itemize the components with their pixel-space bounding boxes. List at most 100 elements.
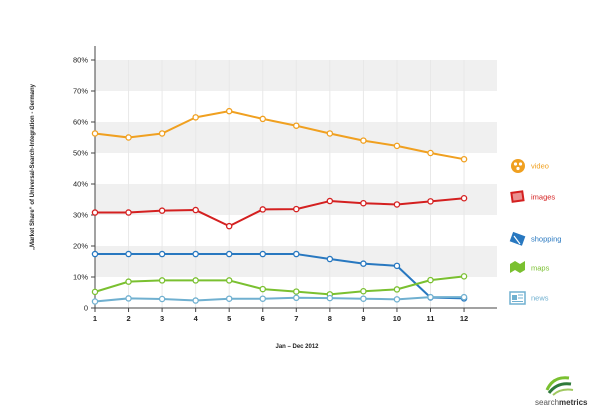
data-point-images <box>427 198 434 205</box>
brand-suffix: metrics <box>559 398 588 407</box>
x-tick-label: 7 <box>294 314 298 323</box>
data-point-video <box>460 155 468 163</box>
x-tick-label: 4 <box>194 314 199 323</box>
data-point-shopping <box>125 250 132 258</box>
legend-label-maps: maps <box>531 264 550 273</box>
y-axis-title: „Market Share“ of Universal-Search-Integ… <box>30 83 36 250</box>
data-point-images <box>91 209 99 216</box>
x-tick-label: 2 <box>126 314 130 323</box>
y-tick-label: 30% <box>73 211 88 220</box>
data-point-video <box>360 137 367 144</box>
data-point-maps <box>259 285 266 293</box>
data-point-images <box>326 197 334 205</box>
x-tick-label: 11 <box>427 314 435 323</box>
data-point-video <box>158 130 166 137</box>
data-point-shopping <box>360 260 367 267</box>
x-axis-title: Jan – Dec 2012 <box>275 344 319 350</box>
data-point-images <box>125 209 132 216</box>
x-tick-label: 1 <box>93 314 97 323</box>
data-point-shopping <box>259 250 266 258</box>
data-point-maps <box>393 286 401 293</box>
x-tick-label: 3 <box>160 314 164 323</box>
data-point-images <box>225 222 233 230</box>
grid-bands <box>94 60 497 308</box>
x-tick-label: 8 <box>328 314 332 323</box>
data-point-news <box>427 293 434 301</box>
data-point-news <box>125 295 132 302</box>
x-axis: 1 2 3 4 5 6 7 8 9 10 11 12 <box>93 307 497 323</box>
data-point-video <box>91 130 99 137</box>
data-point-maps <box>91 288 99 296</box>
data-point-news <box>259 295 266 302</box>
data-point-video <box>326 130 334 137</box>
shopping-icon <box>509 231 526 246</box>
data-point-images <box>158 207 166 214</box>
y-tick-label: 80% <box>73 56 88 65</box>
x-tick-label: 9 <box>361 314 365 323</box>
data-point-news <box>192 297 199 304</box>
data-point-news <box>360 295 367 302</box>
x-tick-label: 6 <box>261 314 265 323</box>
data-point-video <box>393 142 401 150</box>
brand-prefix: search <box>535 398 560 407</box>
data-point-maps <box>360 288 367 295</box>
y-axis: 0 10% 20% 30% 40% 50% 60% 70% 80% <box>73 46 96 313</box>
series-line-news <box>94 296 465 303</box>
legend-label-shopping: shopping <box>531 235 561 244</box>
data-point-news <box>393 296 401 303</box>
data-point-shopping <box>293 250 300 258</box>
y-tick-label: 50% <box>73 149 88 158</box>
data-point-shopping <box>91 250 99 258</box>
y-tick-label: 10% <box>73 273 88 282</box>
data-point-video <box>125 134 132 141</box>
series-line-shopping <box>95 253 465 300</box>
series-line-images <box>95 197 465 228</box>
y-tick-label: 20% <box>73 242 88 251</box>
x-tick-label: 12 <box>460 314 468 323</box>
data-point-shopping <box>326 255 334 263</box>
data-point-shopping <box>225 250 233 258</box>
maps-icon <box>510 261 525 273</box>
legend-label-news: news <box>531 294 549 303</box>
data-point-shopping <box>393 262 401 270</box>
data-point-video <box>225 107 233 115</box>
y-tick-label: 70% <box>73 87 88 96</box>
data-point-news <box>225 295 233 302</box>
video-icon <box>511 159 525 173</box>
data-point-maps <box>460 273 468 280</box>
series-group <box>91 107 468 305</box>
data-point-maps <box>158 277 166 284</box>
data-point-maps <box>427 276 434 284</box>
y-tick-label: 40% <box>73 180 88 189</box>
series-line-maps <box>94 275 465 296</box>
images-icon <box>510 190 525 203</box>
x-tick-label: 10 <box>393 314 401 323</box>
brand-wordmark: searchmetrics <box>535 398 587 407</box>
data-point-shopping <box>192 250 199 258</box>
data-point-images <box>460 195 468 202</box>
data-point-news <box>158 295 166 303</box>
data-point-maps <box>125 278 132 285</box>
data-point-video <box>259 115 266 123</box>
data-point-images <box>360 199 367 207</box>
data-point-shopping <box>158 250 166 258</box>
data-point-news <box>326 294 334 302</box>
data-point-images <box>192 206 199 214</box>
x-tick-label: 5 <box>227 314 231 323</box>
data-point-images <box>293 205 300 213</box>
series-line-video <box>94 110 465 161</box>
data-point-video <box>293 122 300 129</box>
legend-label-video: video <box>531 162 549 171</box>
legend: video images shopping maps news <box>509 159 561 305</box>
data-point-news <box>91 298 99 305</box>
data-point-maps <box>225 277 233 284</box>
news-icon <box>509 291 526 305</box>
y-tick-label: 0 <box>84 304 88 313</box>
data-point-images <box>393 201 401 208</box>
y-tick-label: 60% <box>73 118 88 127</box>
data-point-video <box>427 149 434 157</box>
data-point-maps <box>192 277 199 284</box>
searchmetrics-logo-icon <box>545 376 574 396</box>
data-point-news <box>460 293 468 301</box>
